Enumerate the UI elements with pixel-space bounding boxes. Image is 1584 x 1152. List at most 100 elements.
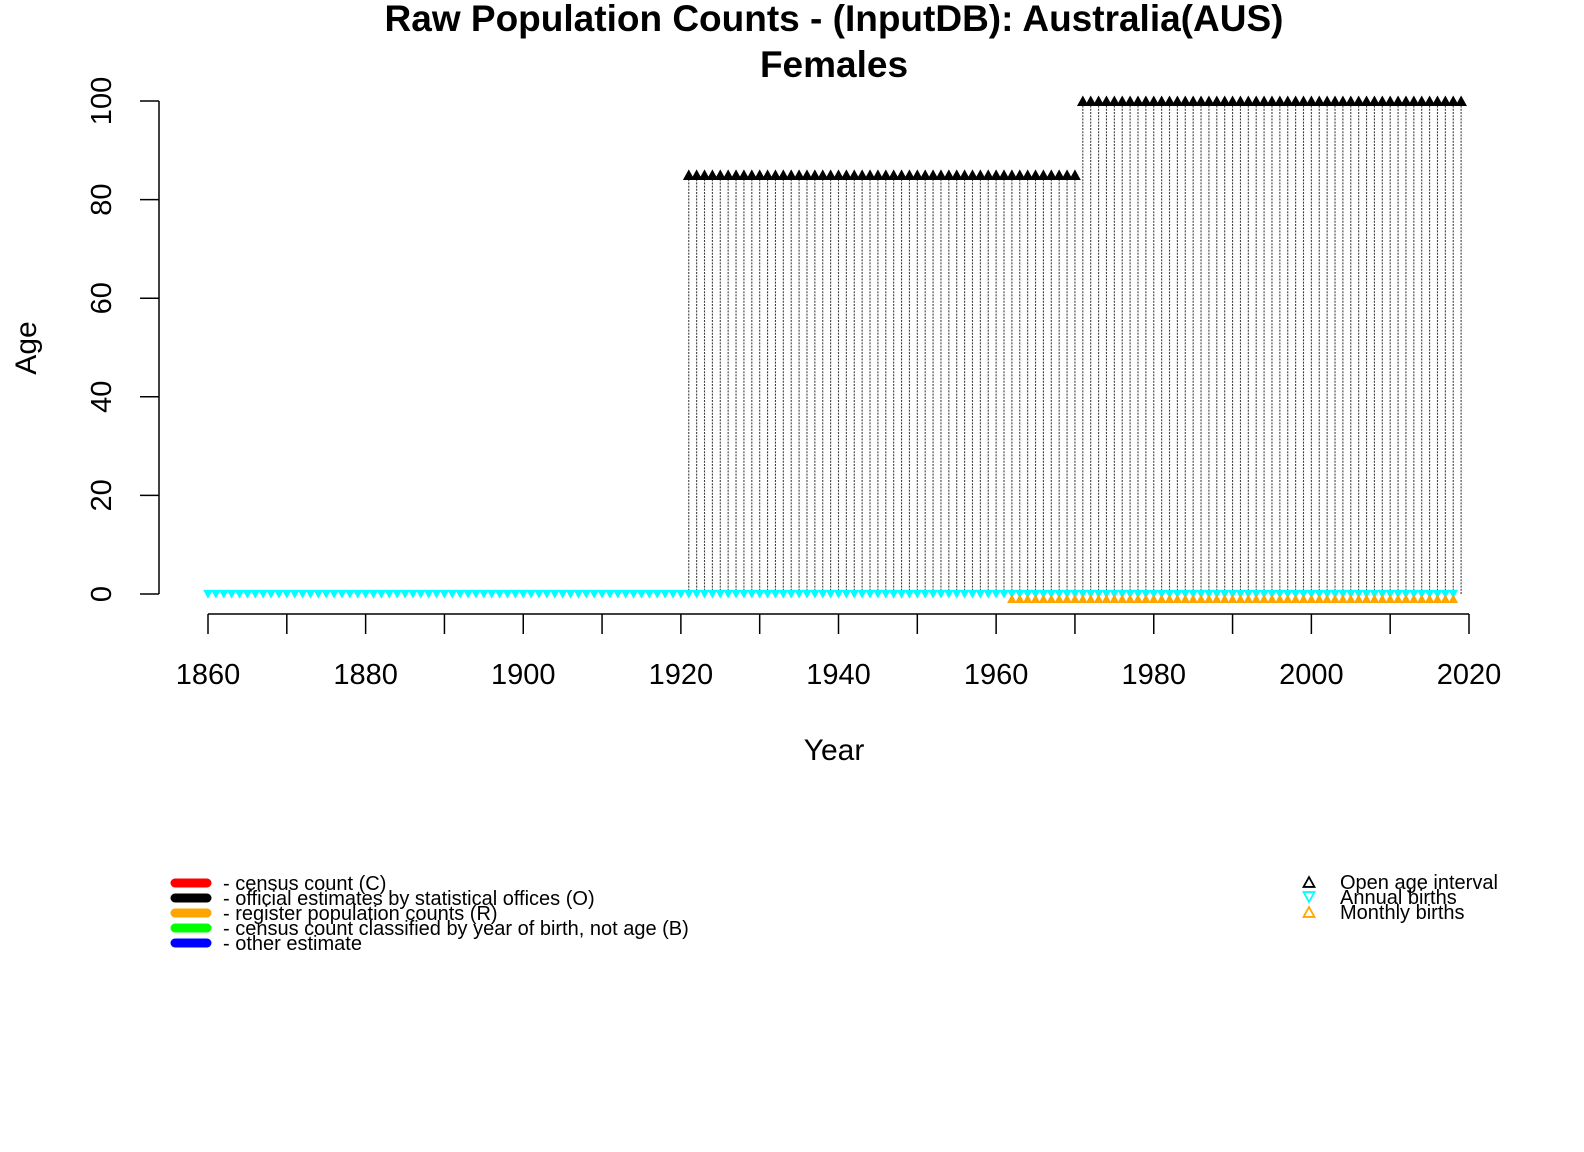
x-tick-label-1940: 1940: [806, 659, 871, 691]
annual-births-marker-1908: [581, 589, 592, 599]
annual-births-marker-1934: [786, 589, 797, 599]
annual-births-marker-1926: [723, 589, 734, 599]
annual-births-marker-1999: [1298, 589, 1309, 599]
annual-births-marker-1881: [368, 589, 379, 599]
annual-births-marker-1922: [691, 589, 702, 599]
annual-births-marker-2011: [1393, 589, 1403, 599]
open-age-marker-1977: [1124, 95, 1136, 106]
monthly-births-marker-1962: [1007, 594, 1017, 604]
monthly-births-marker-1998: [1290, 594, 1301, 604]
annual-births-marker-1925: [715, 589, 726, 599]
annual-births-marker-1954: [943, 589, 954, 599]
annual-births-marker-1991: [1235, 589, 1246, 599]
annual-births-marker-2002: [1322, 589, 1332, 599]
annual-births-marker-1915: [636, 589, 647, 599]
monthly-births-marker-1976: [1117, 594, 1128, 604]
annual-births-marker-2017: [1440, 589, 1451, 599]
annual-births-marker-1958: [975, 589, 986, 599]
annual-births-marker-1996: [1275, 589, 1285, 599]
annual-births-marker-2018: [1448, 589, 1459, 599]
annual-births-marker-1886: [408, 589, 418, 599]
monthly-births-marker-2008: [1369, 594, 1380, 604]
x-tick-label-1900: 1900: [491, 659, 556, 691]
monthly-births-marker-2017: [1440, 594, 1451, 604]
y-tick-label-60: 60: [86, 282, 118, 314]
annual-births-marker-1985: [1188, 589, 1199, 599]
open-age-marker-1966: [1037, 169, 1050, 180]
annual-births-marker-1989: [1219, 589, 1230, 599]
legend-label-1: - official estimates by statistical offi…: [223, 888, 595, 910]
monthly-births-marker-1980: [1148, 594, 1159, 604]
monthly-births-marker-1982: [1164, 594, 1175, 604]
annual-births-marker-1863: [226, 589, 237, 599]
monthly-births-marker-1971: [1077, 594, 1088, 604]
open-age-marker-1996: [1274, 95, 1286, 106]
open-age-marker-1987: [1203, 95, 1215, 106]
open-age-marker-1942: [848, 169, 861, 180]
annual-births-marker-1924: [707, 589, 718, 599]
monthly-births-marker-2012: [1401, 594, 1411, 604]
annual-births-marker-1986: [1196, 589, 1206, 599]
open-age-marker-2003: [1329, 95, 1341, 106]
annual-births-marker-1972: [1085, 589, 1096, 599]
annual-births-marker-1973: [1093, 589, 1104, 599]
annual-births-marker-1901: [526, 589, 536, 599]
annual-births-marker-1968: [1054, 589, 1065, 599]
open-age-marker-1999: [1297, 95, 1310, 106]
annual-births-marker-1955: [951, 589, 962, 599]
open-age-marker-1923: [698, 169, 711, 180]
monthly-births-marker-1995: [1267, 594, 1277, 604]
annual-births-marker-1967: [1046, 589, 1057, 599]
annual-births-marker-1943: [857, 589, 867, 599]
open-age-marker-1986: [1195, 95, 1207, 106]
annual-births-marker-1987: [1204, 589, 1214, 599]
open-age-marker-1925: [714, 169, 727, 180]
monthly-births-marker-1978: [1133, 594, 1143, 604]
open-age-marker-1921: [682, 169, 695, 180]
monthly-births-marker-1990: [1227, 594, 1238, 604]
open-age-marker-1950: [911, 169, 924, 180]
annual-births-marker-1975: [1109, 589, 1120, 599]
annual-births-marker-1982: [1164, 589, 1175, 599]
open-age-marker-1934: [785, 169, 798, 180]
monthly-births-marker-1967: [1046, 594, 1057, 604]
legend-label-2: - register population counts (R): [223, 903, 498, 925]
monthly-births-marker-1984: [1180, 594, 1191, 604]
x-axis-label: Year: [804, 734, 865, 767]
open-age-marker-1971: [1076, 95, 1089, 106]
monthly-births-marker-1983: [1172, 594, 1183, 604]
annual-births-marker-1940: [833, 589, 844, 599]
annual-births-marker-1904: [549, 589, 560, 599]
open-age-marker-1926: [722, 169, 735, 180]
annual-births-marker-1976: [1117, 589, 1128, 599]
annual-births-marker-1936: [802, 589, 812, 599]
x-tick-label-2020: 2020: [1437, 659, 1502, 691]
annual-births-marker-1937: [810, 589, 820, 599]
annual-births-marker-1865: [242, 589, 253, 599]
annual-births-marker-1930: [754, 589, 765, 599]
annual-births-marker-1897: [494, 589, 505, 599]
monthly-births-marker-1993: [1251, 594, 1262, 604]
monthly-births-marker-2014: [1416, 594, 1427, 604]
open-age-marker-2010: [1384, 95, 1397, 106]
annual-births-marker-2014: [1416, 589, 1427, 599]
annual-births-marker-1892: [455, 589, 466, 599]
open-age-marker-1939: [824, 169, 837, 180]
annual-births-marker-1913: [620, 589, 631, 599]
open-age-marker-1972: [1084, 95, 1097, 106]
open-age-marker-2000: [1305, 95, 1318, 106]
annual-births-marker-1894: [471, 589, 481, 599]
monthly-births-marker-1997: [1282, 594, 1293, 604]
open-age-marker-2005: [1344, 95, 1357, 106]
annual-births-marker-1953: [936, 589, 946, 599]
monthly-births-marker-2018: [1448, 594, 1459, 604]
annual-births-marker-1891: [447, 589, 458, 599]
open-age-marker-1973: [1092, 95, 1105, 106]
monthly-births-marker-2005: [1345, 594, 1356, 604]
open-age-marker-1981: [1155, 95, 1168, 106]
annual-births-marker-1994: [1259, 589, 1269, 599]
open-age-marker-1949: [903, 169, 916, 180]
open-age-marker-1989: [1218, 95, 1231, 106]
open-age-marker-1955: [950, 169, 963, 180]
open-age-marker-2017: [1439, 95, 1452, 106]
